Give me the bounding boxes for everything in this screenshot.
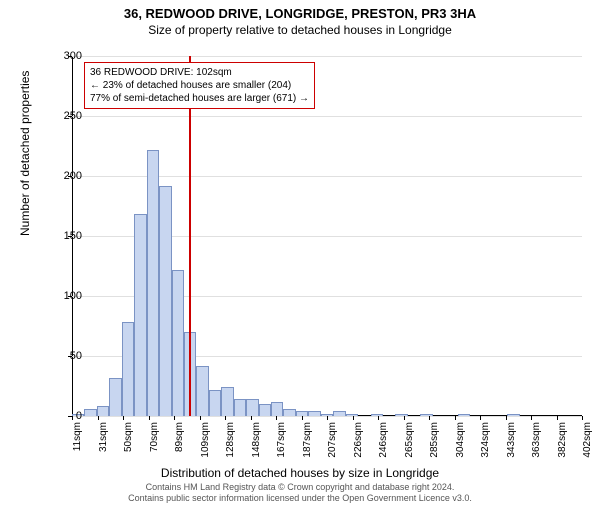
x-tick-mark bbox=[123, 416, 124, 420]
x-tick-mark bbox=[557, 416, 558, 420]
plot: 36 REDWOOD DRIVE: 102sqm← 23% of detache… bbox=[72, 56, 582, 416]
y-tick-label: 100 bbox=[42, 290, 82, 302]
x-tick-mark bbox=[353, 416, 354, 420]
x-tick-label: 246sqm bbox=[378, 422, 389, 462]
histogram-bar bbox=[507, 414, 519, 416]
histogram-bar bbox=[97, 406, 109, 416]
x-tick-label: 89sqm bbox=[174, 422, 185, 462]
x-tick-mark bbox=[582, 416, 583, 420]
x-tick-mark bbox=[276, 416, 277, 420]
histogram-bar bbox=[122, 322, 134, 416]
x-tick-mark bbox=[404, 416, 405, 420]
x-tick-label: 11sqm bbox=[72, 422, 83, 462]
grid-line bbox=[72, 116, 582, 117]
histogram-bar bbox=[395, 414, 407, 416]
x-tick-mark bbox=[225, 416, 226, 420]
annotation-line: ← 23% of detached houses are smaller (20… bbox=[90, 79, 309, 92]
chart-title: 36, REDWOOD DRIVE, LONGRIDGE, PRESTON, P… bbox=[0, 6, 600, 21]
reference-line bbox=[189, 56, 191, 416]
y-tick-label: 0 bbox=[42, 410, 82, 422]
x-axis-label: Distribution of detached houses by size … bbox=[0, 466, 600, 480]
annotation-line: 77% of semi-detached houses are larger (… bbox=[90, 92, 309, 105]
y-tick-label: 250 bbox=[42, 110, 82, 122]
histogram-bar bbox=[234, 399, 246, 416]
histogram-bar bbox=[271, 402, 283, 416]
histogram-bar bbox=[259, 404, 271, 416]
x-tick-mark bbox=[327, 416, 328, 420]
x-tick-mark bbox=[174, 416, 175, 420]
x-tick-mark bbox=[251, 416, 252, 420]
histogram-bar bbox=[172, 270, 184, 416]
x-tick-mark bbox=[455, 416, 456, 420]
x-tick-label: 285sqm bbox=[429, 422, 440, 462]
x-tick-mark bbox=[429, 416, 430, 420]
x-tick-label: 304sqm bbox=[455, 422, 466, 462]
x-tick-label: 402sqm bbox=[582, 422, 593, 462]
y-tick-label: 150 bbox=[42, 230, 82, 242]
grid-line bbox=[72, 56, 582, 57]
x-tick-label: 363sqm bbox=[531, 422, 542, 462]
histogram-bar bbox=[134, 214, 146, 416]
histogram-bar bbox=[221, 387, 233, 416]
x-tick-mark bbox=[98, 416, 99, 420]
footer-line: Contains public sector information licen… bbox=[0, 493, 600, 504]
histogram-bar bbox=[246, 399, 258, 416]
x-tick-label: 265sqm bbox=[404, 422, 415, 462]
histogram-bar bbox=[420, 414, 432, 416]
histogram-bar bbox=[159, 186, 171, 416]
x-tick-label: 148sqm bbox=[251, 422, 262, 462]
x-tick-label: 31sqm bbox=[98, 422, 109, 462]
annotation-box: 36 REDWOOD DRIVE: 102sqm← 23% of detache… bbox=[84, 62, 315, 109]
histogram-bar bbox=[147, 150, 159, 416]
y-tick-label: 50 bbox=[42, 350, 82, 362]
x-tick-mark bbox=[200, 416, 201, 420]
x-tick-label: 382sqm bbox=[557, 422, 568, 462]
x-tick-label: 324sqm bbox=[480, 422, 491, 462]
x-tick-mark bbox=[480, 416, 481, 420]
footer-attribution: Contains HM Land Registry data © Crown c… bbox=[0, 482, 600, 504]
annotation-line: 36 REDWOOD DRIVE: 102sqm bbox=[90, 66, 309, 79]
chart-subtitle: Size of property relative to detached ho… bbox=[0, 23, 600, 37]
histogram-bar bbox=[371, 414, 383, 416]
x-tick-label: 343sqm bbox=[506, 422, 517, 462]
x-tick-label: 226sqm bbox=[353, 422, 364, 462]
histogram-bar bbox=[196, 366, 208, 416]
histogram-bar bbox=[458, 414, 470, 416]
x-tick-label: 187sqm bbox=[302, 422, 313, 462]
x-tick-label: 207sqm bbox=[327, 422, 338, 462]
x-tick-label: 128sqm bbox=[225, 422, 236, 462]
footer-line: Contains HM Land Registry data © Crown c… bbox=[0, 482, 600, 493]
histogram-bar bbox=[333, 411, 345, 416]
histogram-bar bbox=[308, 411, 320, 416]
x-tick-label: 70sqm bbox=[149, 422, 160, 462]
plot-area: 36 REDWOOD DRIVE: 102sqm← 23% of detache… bbox=[72, 56, 582, 416]
y-tick-label: 200 bbox=[42, 170, 82, 182]
y-tick-label: 300 bbox=[42, 50, 82, 62]
x-tick-label: 50sqm bbox=[123, 422, 134, 462]
x-tick-label: 109sqm bbox=[200, 422, 211, 462]
x-tick-mark bbox=[506, 416, 507, 420]
histogram-bar bbox=[209, 390, 221, 416]
histogram-bar bbox=[283, 409, 295, 416]
y-axis-label: Number of detached properties bbox=[18, 71, 32, 236]
x-tick-mark bbox=[531, 416, 532, 420]
histogram-bar bbox=[84, 409, 96, 416]
histogram-bar bbox=[109, 378, 121, 416]
x-tick-mark bbox=[302, 416, 303, 420]
x-tick-mark bbox=[378, 416, 379, 420]
x-tick-mark bbox=[149, 416, 150, 420]
x-tick-label: 167sqm bbox=[276, 422, 287, 462]
